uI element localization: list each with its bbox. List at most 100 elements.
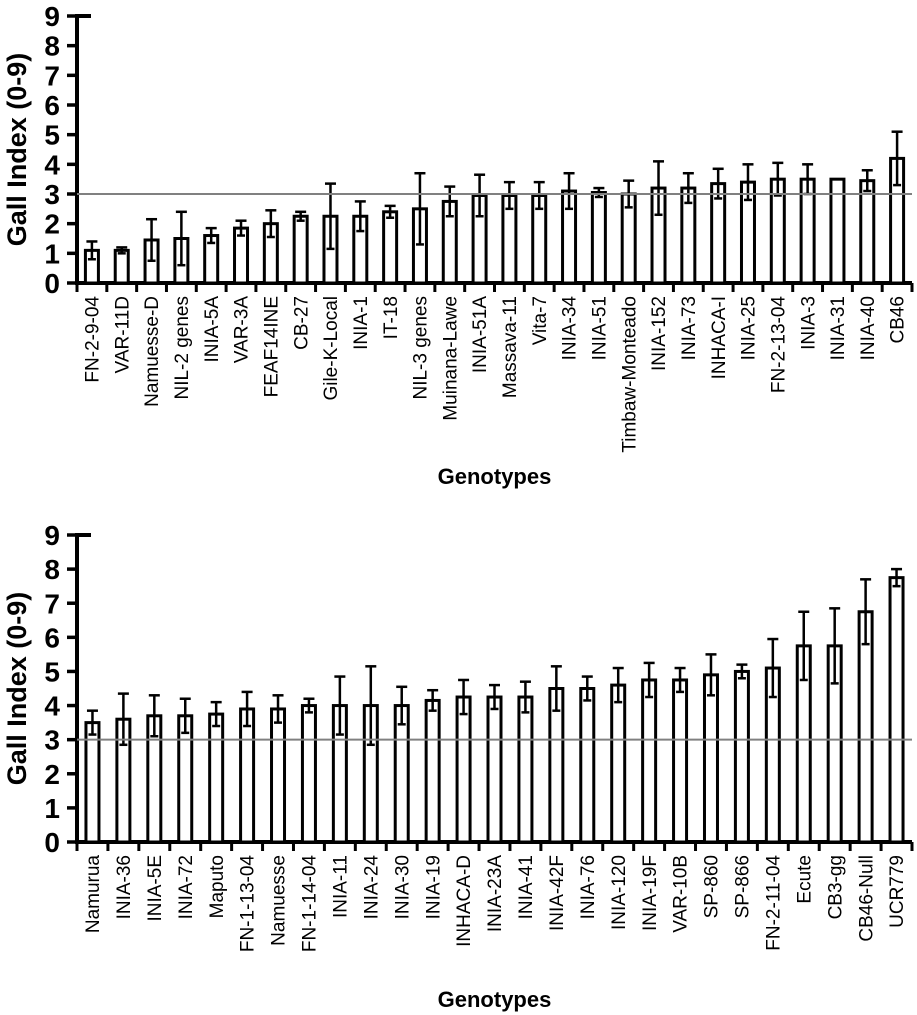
bar-Namuesse [270,707,287,844]
y-tick-label: 5 [44,657,60,688]
y-tick-label: 7 [44,588,60,619]
y-tick-label: 5 [44,120,60,151]
bar-INIA-23A [486,695,503,844]
bar-INIA-41 [517,695,534,844]
x-category-label-INIA-19F: INIA-19F [640,855,661,931]
x-category-label-VAR-10B: VAR-10B [671,855,692,933]
x-category-label-INIA-30: INIA-30 [392,855,413,919]
x-category-label-INIA-34: INIA-34 [560,296,581,361]
y-tick-label: 8 [44,554,60,585]
y-tick-label: 1 [44,238,60,269]
x-category-label-VAR-11D: VAR-11D [112,296,133,373]
bar-INIA-19F [641,678,658,844]
x-category-label-Timbaw-Monteado: Timbaw-Monteado [619,296,640,453]
x-category-label-VAR-3A: VAR-3A [232,296,253,364]
x-category-label-Gile-K-Local: Gile-K-Local [321,296,342,401]
x-category-label-FN-1-14-04: FN-1-14-04 [300,855,321,953]
bar-UCR779 [888,576,905,844]
x-category-label-FN-2-11-04: FN-2-11-04 [763,855,784,951]
y-tick-label: 3 [44,179,60,210]
x-category-label-SP-866: SP-866 [733,855,754,918]
y-tick-label: 2 [44,759,60,790]
x-category-label-INIA-19: INIA-19 [423,855,444,919]
y-tick-label: 6 [44,622,60,653]
bar-INIA-31 [829,177,846,285]
bar-INHACA-D [455,695,472,844]
bar-INIA-30 [393,704,410,844]
x-category-label-INHACA-D: INHACA-D [454,855,475,947]
bar-INIA-72 [177,714,194,844]
y-tick-label: 3 [44,725,60,756]
x-category-label-INIA-73: INIA-73 [679,296,700,360]
x-axis-title: Genotypes [438,987,552,1012]
x-category-label-INIA-23A: INIA-23A [485,855,506,932]
x-category-label-FN-2-9-04: FN-2-9-04 [83,296,104,383]
x-category-label-INIA-24: INIA-24 [361,855,382,920]
x-category-label-INIA-72: INIA-72 [176,855,197,919]
y-tick-label: 0 [44,268,60,299]
bar-INIA-76 [579,687,596,844]
y-tick-label: 1 [44,793,60,824]
x-category-label-INIA-36: INIA-36 [114,855,135,919]
x-category-label-Muinana-Lawe: Muinana-Lawe [440,296,461,421]
x-category-label-INIA-5A: INIA-5A [202,296,223,363]
x-category-label-INIA-31: INIA-31 [828,296,849,360]
bar-Maputo [208,712,225,844]
y-tick-label: 6 [44,90,60,121]
x-category-label-INIA-42F: INIA-42F [547,855,568,931]
x-category-label-INIA-5E: INIA-5E [145,855,166,922]
x-category-label-INIA-25: INIA-25 [739,296,760,360]
x-category-label-Massava-11: Massava-11 [500,296,521,398]
bar-INIA-51 [590,191,607,285]
x-category-label-UCR779: UCR779 [887,855,908,928]
x-category-label-INIA-152: INIA-152 [649,296,670,371]
x-category-label-NIL-3 genes: NIL-3 genes [411,296,432,400]
y-tick-label: 9 [44,1,60,32]
x-category-label-CB46: CB46 [888,296,909,344]
y-tick-label: 4 [44,149,60,180]
x-axis-title: Genotypes [438,464,552,489]
bar-CB46-Null [857,610,874,844]
bar-VAR-11D [113,248,130,285]
x-category-label-INHACA-I: INHACA-I [709,296,730,379]
y-tick-label: 8 [44,31,60,62]
bar-SP-866 [733,669,750,844]
y-axis-title: Gall Index (0-9) [2,592,32,786]
x-category-label-FN-2-13-04: FN-2-13-04 [768,296,789,394]
bar-FN-1-13-04 [239,707,256,844]
y-axis-title: Gall Index (0-9) [2,53,32,247]
y-tick-label: 7 [44,60,60,91]
bar-IT-18 [382,210,399,285]
x-category-label-INIA-120: INIA-120 [609,855,630,930]
x-category-label-SP-860: SP-860 [702,855,723,918]
x-category-label-FN-1-13-04: FN-1-13-04 [238,855,259,953]
x-category-label-Maputo: Maputo [207,855,228,918]
x-category-label-INIA-41: INIA-41 [516,855,537,919]
x-category-label-Namuesse-D: Namuesse-D [142,296,163,407]
x-category-label-INIA-11: INIA-11 [331,855,352,918]
x-category-label-CB-27: CB-27 [291,296,312,350]
x-category-label-INIA-51: INIA-51 [590,296,611,360]
gall-index-chart-top: 0 1 2 3 4 5 6 7 8 9 FN-2-9-04 VAR-11D Namuesse-D NIL-… [0,0,917,505]
bar-INIA-40 [859,179,876,285]
x-category-label-INIA-40: INIA-40 [858,296,879,360]
y-tick-label: 2 [44,209,60,240]
y-tick-label: 0 [44,827,60,858]
x-category-label-INIA-1: INIA-1 [351,296,372,350]
bar-INIA-19 [424,698,441,844]
x-category-label-INIA-51A: INIA-51A [470,296,491,373]
x-category-label-INIA-3: INIA-3 [798,296,819,350]
x-category-label-Namuesse: Namuesse [269,855,290,946]
bar-FN-1-14-04 [300,704,317,844]
x-category-label-Namurua: Namurua [83,855,104,934]
x-category-label-INIA-76: INIA-76 [578,855,599,919]
x-category-label-Vita-7: Vita-7 [530,296,551,345]
bar-CB-27 [292,214,309,285]
x-category-label-CB3-gg: CB3-gg [825,855,846,919]
x-category-label-NIL-2 genes: NIL-2 genes [172,296,193,400]
gall-index-chart-bottom: 0 1 2 3 4 5 6 7 8 9 Namurua INIA-36 INIA-5E INIA-72 Ma… [0,505,917,1015]
x-category-label-FEAF14INE: FEAF14INE [261,296,282,397]
